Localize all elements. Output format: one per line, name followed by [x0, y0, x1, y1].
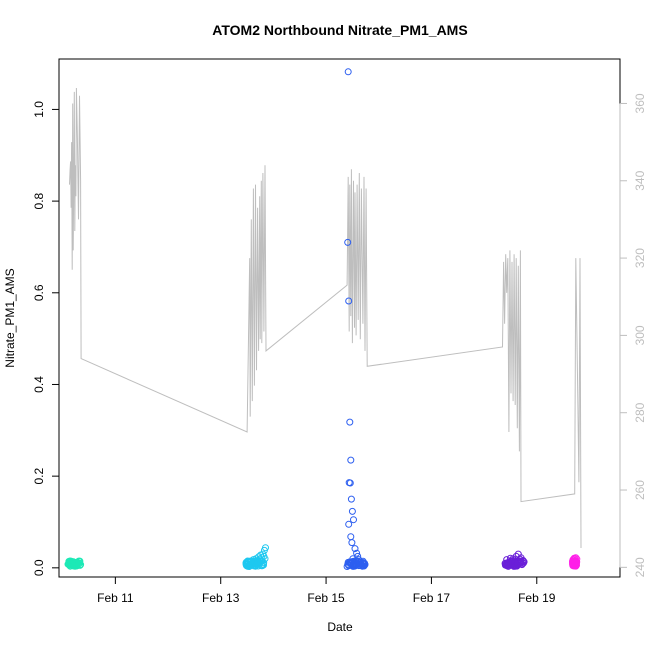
y-right-tick-label: 260	[633, 480, 647, 500]
y-right-tick-label: 300	[633, 325, 647, 345]
data-point	[347, 533, 355, 541]
data-point	[345, 297, 353, 305]
data-point	[354, 557, 362, 565]
data-point	[346, 418, 354, 426]
data-point	[347, 456, 355, 464]
y-tick-label: 0.8	[32, 192, 46, 209]
data-point	[353, 549, 361, 557]
data-point	[344, 238, 352, 246]
y-tick-label: 0.2	[32, 467, 46, 484]
x-tick-label: Feb 17	[413, 591, 451, 605]
y-tick-label: 1.0	[32, 101, 46, 118]
data-point	[345, 561, 353, 569]
x-tick-label: Feb 11	[97, 591, 134, 605]
data-point	[570, 557, 578, 565]
data-point	[348, 539, 356, 547]
points-layer	[64, 68, 581, 570]
data-point	[350, 516, 357, 524]
y-tick-label: 0.6	[32, 284, 46, 301]
y-tick-label: 0.4	[32, 376, 46, 393]
y-right-tick-label: 280	[633, 402, 647, 422]
data-point	[345, 520, 353, 528]
x-tick-label: Feb 15	[307, 591, 345, 605]
x-tick-label: Feb 13	[202, 591, 240, 605]
y-right-tick-label: 240	[633, 557, 647, 577]
data-point	[257, 557, 265, 565]
data-point	[349, 562, 357, 570]
data-point	[262, 544, 269, 552]
data-point	[73, 558, 81, 566]
data-point	[517, 558, 525, 566]
y-axis-right: 240 260 280 300 320 340 360	[619, 93, 647, 577]
x-axis: Feb 11 Feb 13 Feb 15 Feb 17 Feb 19	[97, 576, 556, 605]
data-point	[67, 557, 75, 565]
y-right-tick-label: 320	[633, 248, 647, 268]
data-point	[514, 559, 522, 567]
data-point	[571, 561, 579, 569]
x-axis-label: Date	[327, 620, 353, 634]
data-point	[348, 507, 356, 515]
data-point	[360, 559, 368, 567]
data-point	[346, 479, 354, 487]
secondary-line-layer	[69, 87, 582, 549]
data-point	[351, 545, 359, 553]
y-right-tick-label: 340	[633, 170, 647, 190]
chart-title: ATOM2 Northbound Nitrate_PM1_AMS	[212, 22, 467, 38]
y-tick-label: 0.0	[32, 559, 46, 576]
data-point	[243, 559, 251, 567]
data-point	[348, 561, 356, 568]
data-point	[347, 495, 355, 503]
data-point	[504, 561, 511, 569]
x-tick-label: Feb 19	[518, 591, 556, 605]
data-point	[244, 562, 252, 570]
data-point	[344, 68, 352, 76]
y-right-tick-label: 360	[633, 93, 647, 113]
data-point	[254, 558, 262, 566]
y-axis-label: Nitrate_PM1_AMS	[3, 268, 17, 367]
secondary-series-line	[69, 87, 582, 549]
y-axis: 0.0 0.2 0.4 0.6 0.8 1.0	[32, 101, 60, 576]
data-point	[244, 558, 252, 565]
